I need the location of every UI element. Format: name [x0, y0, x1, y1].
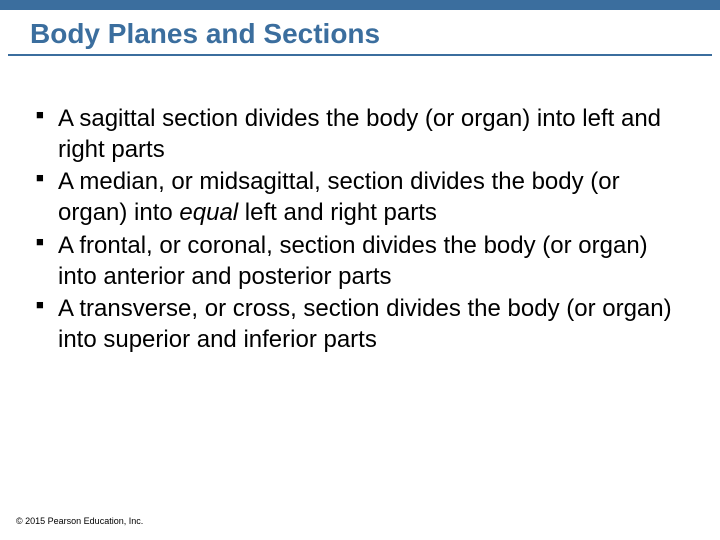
title-container: Body Planes and Sections — [8, 10, 712, 56]
accent-bar — [0, 0, 720, 10]
bullet-text: A transverse, or cross, section divides … — [58, 295, 672, 353]
copyright: © 2015 Pearson Education, Inc. — [16, 516, 143, 526]
list-item: A sagittal section divides the body (or … — [32, 104, 688, 165]
list-item: A median, or midsagittal, section divide… — [32, 167, 688, 228]
bullet-text: A frontal, or coronal, section divides t… — [58, 232, 648, 290]
bullet-list: A sagittal section divides the body (or … — [32, 104, 688, 356]
bullet-text-em: equal — [179, 199, 238, 226]
page-title: Body Planes and Sections — [30, 18, 690, 50]
list-item: A frontal, or coronal, section divides t… — [32, 231, 688, 292]
bullet-text-post: left and right parts — [238, 199, 437, 226]
list-item: A transverse, or cross, section divides … — [32, 294, 688, 355]
bullet-text: A sagittal section divides the body (or … — [58, 105, 661, 163]
content-area: A sagittal section divides the body (or … — [0, 56, 720, 356]
